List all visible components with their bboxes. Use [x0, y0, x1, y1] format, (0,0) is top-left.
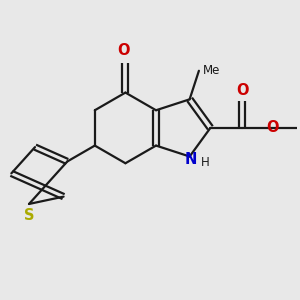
Text: Me: Me: [203, 64, 221, 77]
Text: O: O: [236, 83, 248, 98]
Text: S: S: [24, 208, 34, 223]
Text: O: O: [118, 43, 130, 58]
Text: O: O: [267, 120, 279, 135]
Text: H: H: [201, 156, 210, 169]
Text: N: N: [184, 152, 197, 167]
